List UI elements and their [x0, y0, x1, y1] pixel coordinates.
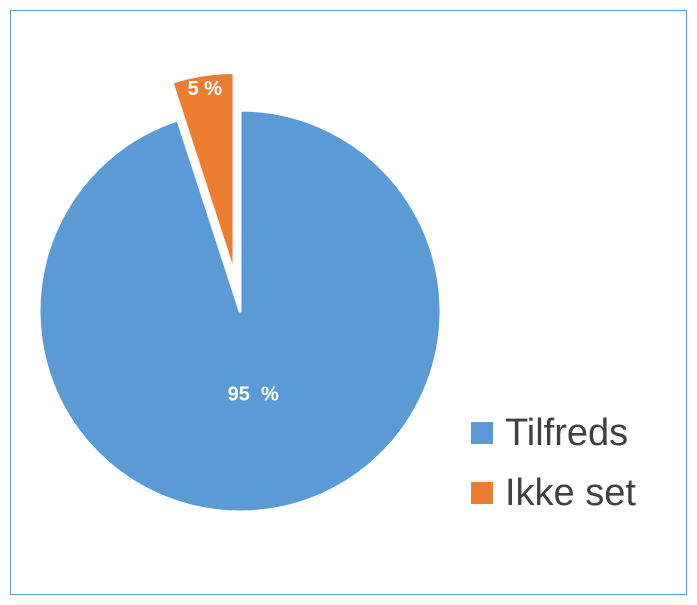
legend-item-ikke-set: Ikke set	[471, 470, 636, 516]
pie-slice-labels: 95 % 5 %	[188, 78, 279, 406]
legend-label-ikke-set: Ikke set	[505, 472, 636, 514]
pie-slices	[37, 70, 443, 514]
legend-item-tilfreds: Tilfreds	[471, 410, 636, 456]
legend-label-tilfreds: Tilfreds	[505, 412, 629, 454]
data-label-tilfreds: 95 %	[228, 383, 279, 405]
pie-slice-tilfreds	[37, 108, 443, 514]
legend: Tilfreds Ikke set	[471, 410, 636, 530]
data-label-ikke-set: 5 %	[188, 78, 223, 100]
pie-slice-ikke-set	[170, 70, 236, 275]
legend-swatch-ikke-set	[471, 482, 493, 504]
legend-swatch-tilfreds	[471, 422, 493, 444]
